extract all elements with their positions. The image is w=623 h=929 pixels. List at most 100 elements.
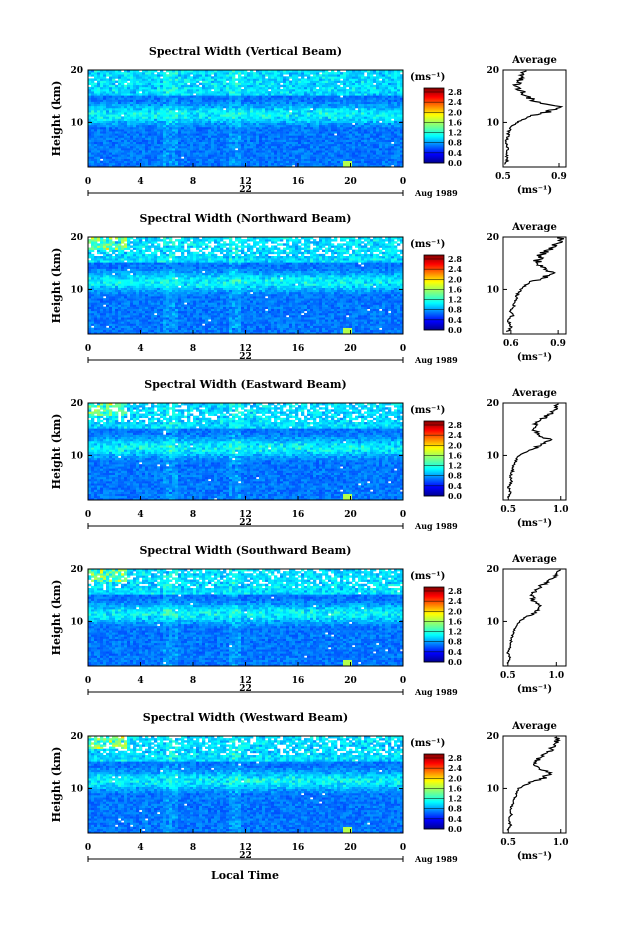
y-axis-title: Height (km) [50,81,63,157]
colorbar-tick-label: 1.2 [448,794,462,804]
x-tick-label: 16 [292,843,305,853]
x-tick-label: 4 [137,177,143,187]
colorbar-tick-label: 2.4 [448,264,462,274]
average-profile-line [506,237,565,332]
colorbar-tick-label: 2.0 [448,606,462,616]
colorbar-tick-label: 2.8 [448,420,462,430]
day-label: 22 [239,352,252,362]
colorbar-tick-label: 0.4 [448,315,462,325]
average-y-tick-label: 20 [486,565,499,575]
average-x-tick-label: 0.5 [495,172,511,182]
colorbar-unit: (ms⁻¹) [410,405,445,416]
panel-title: Spectral Width (Vertical Beam) [149,45,342,58]
average-x-tick-label: 0.5 [500,505,516,515]
y-tick-label: 10 [70,451,83,461]
colorbar-tick-label: 1.2 [448,295,462,305]
average-y-tick-label: 10 [486,451,499,461]
colorbar-tick-label: 2.0 [448,440,462,450]
colorbar-unit: (ms⁻¹) [410,72,445,83]
average-x-tick-label: 1.0 [548,671,564,681]
average-title: Average [511,222,557,233]
x-tick-label: 12 [239,843,252,853]
day-label: 22 [239,185,252,195]
average-frame [502,402,567,501]
average-frame [502,735,567,834]
panel-2: Spectral Width (Northward Beam) 20 10 Heigh… [50,212,567,365]
colorbar-unit: (ms⁻¹) [410,571,445,582]
heatmap-cells [88,569,404,667]
average-x-axis-title: (ms⁻¹) [517,352,552,363]
x-tick-label: 12 [239,177,252,187]
colorbar [423,254,445,331]
panel-4: Spectral Width (Southward Beam) 20 10 Heigh… [50,544,567,697]
average-title: Average [511,388,557,399]
x-tick-label: 4 [137,843,143,853]
day-label: 22 [239,851,252,861]
colorbar-tick-label: 2.4 [448,430,462,440]
heatmap-cells [88,736,404,834]
panel-title: Spectral Width (Southward Beam) [139,544,351,557]
colorbar-tick-label: 0.0 [448,491,462,501]
x-tick-label: 20 [344,510,357,520]
colorbar-tick-label: 2.8 [448,87,462,97]
x-tick-label: 8 [190,510,196,520]
x-tick-label: 20 [344,177,357,187]
average-x-tick-label: 1.0 [553,838,569,848]
y-tick-label: 10 [70,617,83,627]
colorbar-tick-label: 2.0 [448,107,462,117]
colorbar-tick-label: 0.8 [448,471,462,481]
colorbar-tick-label: 2.8 [448,753,462,763]
average-title: Average [511,721,557,732]
colorbar-tick-label: 0.0 [448,158,462,168]
date-label: Aug 1989 [414,854,458,864]
colorbar-unit: (ms⁻¹) [410,738,445,749]
colorbar [423,586,445,663]
average-profile-line [506,736,562,831]
x-tick-label: 12 [239,510,252,520]
average-x-tick-label: 0.5 [500,838,516,848]
colorbar-tick-label: 2.8 [448,254,462,264]
y-tick-label: 20 [70,66,83,76]
average-title: Average [511,554,557,565]
average-x-axis-title: (ms⁻¹) [517,851,552,862]
colorbar-tick-label: 2.4 [448,596,462,606]
y-axis-title: Height (km) [50,414,63,490]
x-tick-label: 0 [85,177,91,187]
average-y-tick-label: 20 [486,399,499,409]
x-tick-label: 4 [137,510,143,520]
colorbar-tick-label: 1.2 [448,627,462,637]
x-tick-label: 0 [85,510,91,520]
colorbar-tick-label: 2.0 [448,773,462,783]
x-tick-label: 20 [344,843,357,853]
y-tick-label: 10 [70,784,83,794]
panel-5: Spectral Width (Westward Beam) 20 10 Height… [50,711,569,864]
average-frame [502,236,567,335]
x-tick-label: 16 [292,676,305,686]
average-x-axis-title: (ms⁻¹) [517,185,552,196]
x-tick-label: 0 [400,676,406,686]
panel-3: Spectral Width (Eastward Beam) 20 10 Height… [50,378,569,531]
average-profile-line [503,70,564,165]
colorbar-tick-label: 1.2 [448,461,462,471]
y-tick-label: 20 [70,233,83,243]
average-x-tick-label: 0.6 [503,339,519,349]
y-axis-title: Height (km) [50,747,63,823]
x-axis-title: Local Time [211,869,279,882]
average-y-tick-label: 20 [486,233,499,243]
panel-title: Spectral Width (Westward Beam) [143,711,348,724]
average-x-axis-title: (ms⁻¹) [517,684,552,695]
colorbar-tick-label: 0.0 [448,325,462,335]
colorbar-tick-label: 1.2 [448,128,462,138]
panel-title: Spectral Width (Northward Beam) [140,212,352,225]
heatmap-cells [88,237,404,335]
heatmap-cells [88,70,404,168]
average-x-tick-label: 0.9 [551,172,567,182]
average-y-tick-label: 10 [486,285,499,295]
x-tick-label: 0 [400,510,406,520]
average-x-tick-label: 0.9 [550,339,566,349]
x-tick-label: 16 [292,177,305,187]
average-y-tick-label: 20 [486,732,499,742]
x-tick-label: 0 [85,843,91,853]
colorbar [423,420,445,497]
average-y-tick-label: 10 [486,784,499,794]
